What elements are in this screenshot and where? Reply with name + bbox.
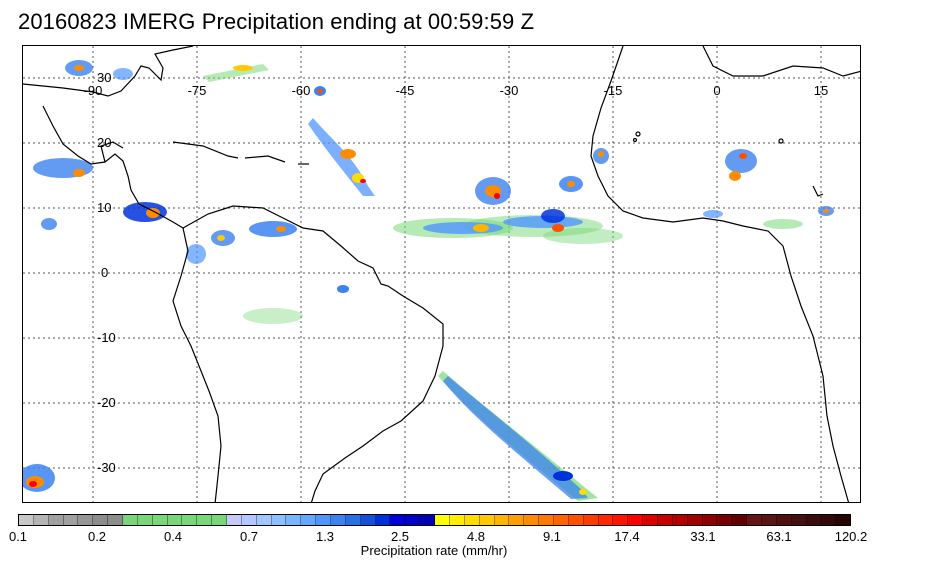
colorbar-cell xyxy=(717,515,733,525)
colorbar-cell xyxy=(791,515,807,525)
colorbar-cell xyxy=(152,515,168,525)
colorbar-tick: 63.1 xyxy=(766,529,792,544)
lon-label: -75 xyxy=(188,83,207,98)
lon-label: -30 xyxy=(500,83,519,98)
colorbar-cell xyxy=(494,515,510,525)
colorbar-tick: 0.1 xyxy=(8,529,28,544)
colorbar-cell xyxy=(747,515,762,525)
colorbar-tick: 1.3 xyxy=(315,529,335,544)
colorbar-cell xyxy=(33,515,49,525)
colorbar-cell xyxy=(420,515,436,525)
colorbar-cell xyxy=(583,515,599,525)
lat-label: 0 xyxy=(101,265,108,280)
colorbar-cell xyxy=(553,515,569,525)
colorbar-cell xyxy=(628,515,644,525)
colorbar-cell xyxy=(479,515,495,525)
colorbar-cell xyxy=(123,515,138,525)
colorbar-cell xyxy=(63,515,79,525)
colorbar-cell xyxy=(405,515,421,525)
colorbar-cell xyxy=(271,515,287,525)
colorbar-cell xyxy=(702,515,718,525)
lon-label: 15 xyxy=(814,83,828,98)
lat-label: -10 xyxy=(97,330,116,345)
colorbar-cell xyxy=(657,515,673,525)
colorbar-cell xyxy=(137,515,153,525)
colorbar-cell xyxy=(524,515,540,525)
colorbar-cell xyxy=(613,515,629,525)
graticule xyxy=(23,46,860,502)
lon-label: -45 xyxy=(396,83,415,98)
colorbar-tick: 120.2 xyxy=(834,529,868,544)
map-canvas: -90 -75 -60 -45 -30 -15 0 15 30 20 10 0 … xyxy=(23,46,860,502)
colorbar-cell xyxy=(761,515,777,525)
lat-label: 20 xyxy=(97,135,111,150)
colorbar-cell xyxy=(167,515,183,525)
colorbar-cell xyxy=(108,515,124,525)
colorbar-cell xyxy=(643,515,658,525)
colorbar-cell xyxy=(93,515,109,525)
colorbar-cell xyxy=(390,515,406,525)
colorbar-cell xyxy=(435,515,450,525)
colorbar-tick: 2.5 xyxy=(390,529,410,544)
colorbar-tick: 33.1 xyxy=(690,529,716,544)
colorbar-cell xyxy=(836,515,851,525)
latitude-labels: 30 20 10 0 -10 -20 -30 xyxy=(97,70,116,475)
colorbar-cell xyxy=(48,515,64,525)
colorbar-cell xyxy=(197,515,213,525)
colorbar-cell xyxy=(78,515,94,525)
lon-label: -15 xyxy=(604,83,623,98)
colorbar-cell xyxy=(301,515,317,525)
colorbar-cell xyxy=(360,515,376,525)
colorbar-cell xyxy=(212,515,228,525)
colorbar-cell xyxy=(449,515,465,525)
colorbar-tick: 0.4 xyxy=(163,529,183,544)
colorbar-cell xyxy=(227,515,242,525)
colorbar-cell xyxy=(806,515,822,525)
colorbar-cell xyxy=(241,515,257,525)
colorbar-cell xyxy=(19,515,34,525)
colorbar-cell xyxy=(464,515,480,525)
colorbar-cell xyxy=(316,515,332,525)
colorbar-cell xyxy=(345,515,361,525)
map-title: 20160823 IMERG Precipitation ending at 0… xyxy=(18,9,535,34)
precipitation-map: -90 -75 -60 -45 -30 -15 0 15 30 20 10 0 … xyxy=(22,45,861,503)
colorbar-cell xyxy=(821,515,837,525)
colorbar-cell xyxy=(687,515,703,525)
lat-label: 10 xyxy=(97,200,111,215)
coastlines xyxy=(23,46,860,502)
colorbar-cell xyxy=(509,515,525,525)
colorbar-tick: 0.7 xyxy=(239,529,259,544)
colorbar-cell xyxy=(375,515,391,525)
precipitation-field xyxy=(23,60,834,501)
lat-label: -20 xyxy=(97,395,116,410)
lat-label: -30 xyxy=(97,460,116,475)
colorbar-cell xyxy=(539,515,554,525)
colorbar-tick: 17.4 xyxy=(614,529,640,544)
colorbar-cell xyxy=(286,515,302,525)
colorbar-cell xyxy=(256,515,272,525)
colorbar xyxy=(18,514,851,526)
colorbar-cell xyxy=(182,515,198,525)
colorbar-cell xyxy=(672,515,688,525)
colorbar-cell xyxy=(568,515,584,525)
colorbar-tick: 4.8 xyxy=(466,529,486,544)
colorbar-tick: 9.1 xyxy=(542,529,562,544)
lon-label: -90 xyxy=(84,83,103,98)
colorbar-cell xyxy=(732,515,748,525)
colorbar-tick: 0.2 xyxy=(87,529,107,544)
lon-label: 0 xyxy=(713,83,720,98)
colorbar-cell xyxy=(776,515,792,525)
colorbar-label: Precipitation rate (mm/hr) xyxy=(360,543,508,558)
colorbar-cell xyxy=(598,515,614,525)
lon-label: -60 xyxy=(292,83,311,98)
lat-label: 30 xyxy=(97,70,111,85)
colorbar-cell xyxy=(331,515,346,525)
longitude-labels: -90 -75 -60 -45 -30 -15 0 15 xyxy=(84,83,829,98)
